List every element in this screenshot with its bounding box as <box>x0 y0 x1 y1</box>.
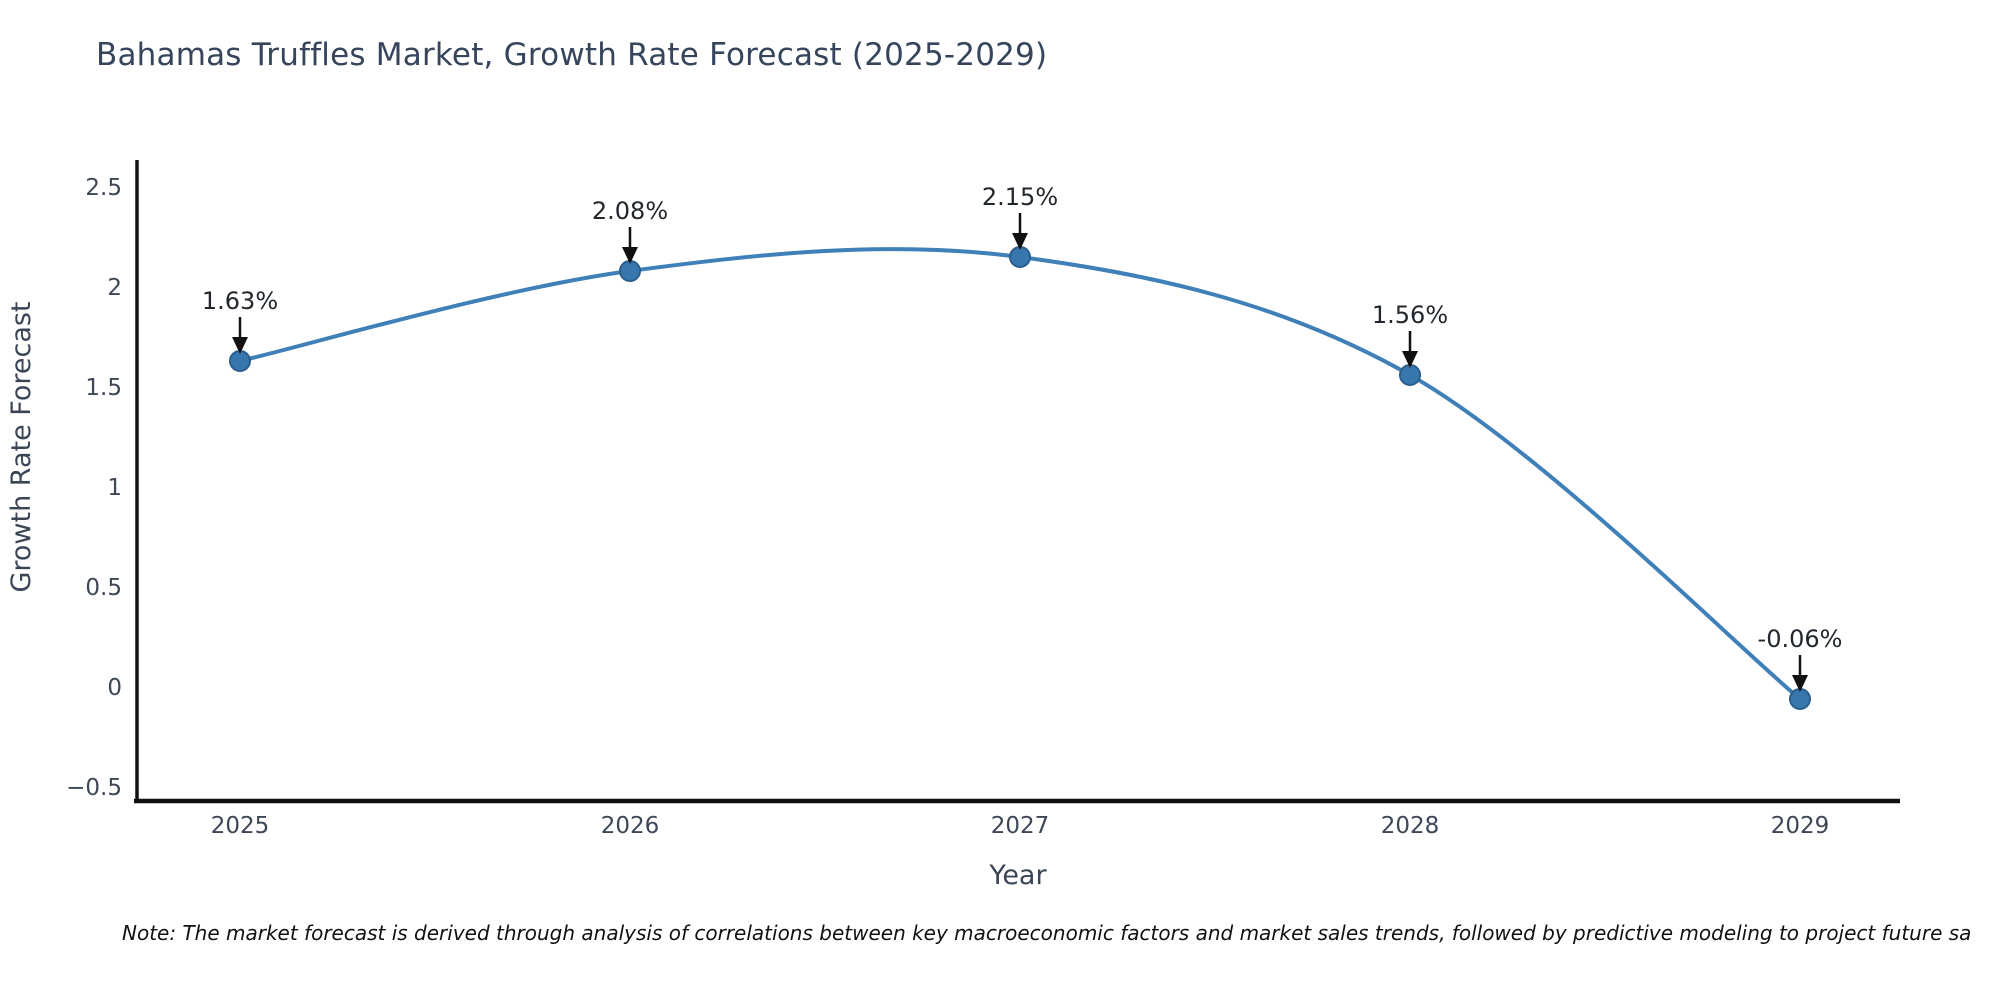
y-tick-label: 1.5 <box>85 375 122 401</box>
x-axis-title: Year <box>988 860 1047 891</box>
y-tick-label: 1 <box>107 475 122 501</box>
annotation-arrow-head <box>1402 351 1418 368</box>
forecast-line <box>238 247 1802 701</box>
annotation-arrow-head <box>1012 233 1028 250</box>
annotation-arrow-head <box>622 247 638 264</box>
y-tick-label: 0.5 <box>85 575 122 601</box>
data-point-label: 2.15% <box>982 183 1058 211</box>
chart-title: Bahamas Truffles Market, Growth Rate For… <box>96 37 1048 73</box>
x-tick-label: 2028 <box>1381 813 1440 839</box>
annotation-arrow-head <box>1792 675 1808 692</box>
annotation-arrow-head <box>232 337 248 354</box>
footnote: Note: The market forecast is derived thr… <box>122 921 1972 945</box>
y-tick-label: 0 <box>107 675 122 701</box>
data-point-label: -0.06% <box>1758 625 1843 653</box>
y-tick-label: 2.5 <box>85 175 122 201</box>
x-tick-label: 2027 <box>991 813 1050 839</box>
x-tick-label: 2026 <box>601 813 660 839</box>
y-tick-label: −0.5 <box>66 775 122 801</box>
y-axis-title: Growth Rate Forecast <box>6 301 37 592</box>
y-tick-label: 2 <box>107 275 122 301</box>
data-point-label: 1.56% <box>1372 301 1448 329</box>
data-point-label: 1.63% <box>202 287 278 315</box>
data-point-label: 2.08% <box>592 197 668 225</box>
x-tick-label: 2025 <box>211 813 270 839</box>
x-tick-label: 2029 <box>1771 813 1830 839</box>
